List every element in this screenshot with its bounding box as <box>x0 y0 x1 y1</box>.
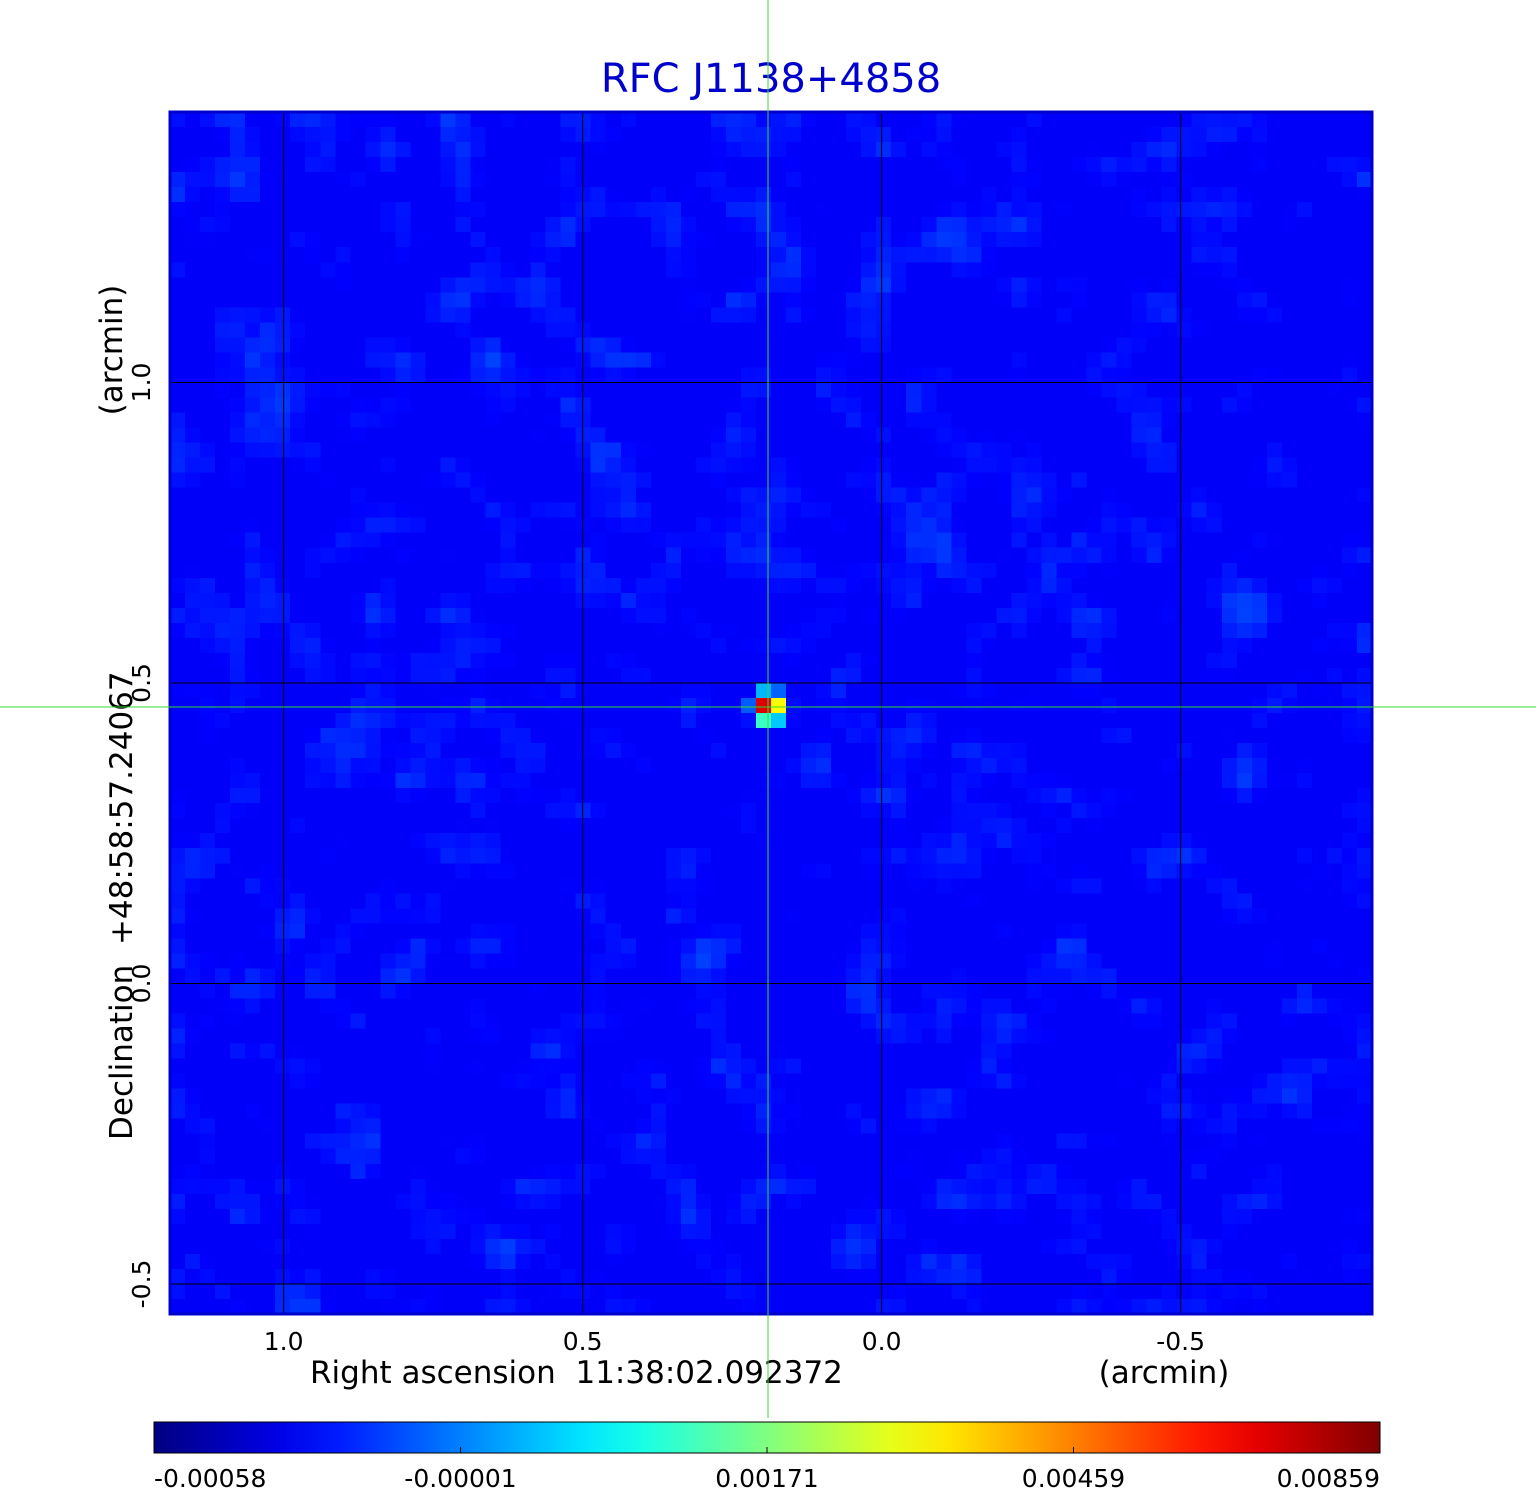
colorbar-tick-label: 0.00859 <box>1277 1464 1380 1493</box>
y-tick-label: 0.0 <box>127 964 156 1004</box>
y-axis-label: Declination +48:58:57.24067 <box>104 671 140 1140</box>
heatmap-image <box>170 112 1372 1314</box>
x-tick-label: 1.0 <box>264 1327 304 1356</box>
x-tick-labels: 1.0 0.5 0.0 -0.5 <box>264 1327 1205 1356</box>
y-tick-labels: 1.0 0.5 0.0 -0.5 <box>127 363 156 1309</box>
y-tick-label: -0.5 <box>127 1260 156 1309</box>
colorbar-tick-labels: -0.00058 -0.00001 0.00171 0.00459 0.00859 <box>153 1447 1381 1493</box>
colorbar-tick-label: 0.00171 <box>715 1464 818 1493</box>
chart-title: RFC J1138+4858 <box>601 56 941 102</box>
x-tick-label: -0.5 <box>1156 1327 1205 1356</box>
y-tick-label: 0.5 <box>127 663 156 703</box>
x-axis-unit: (arcmin) <box>1099 1355 1230 1391</box>
x-axis-label: Right ascension 11:38:02.092372 <box>310 1355 843 1391</box>
colorbar-tick-label: -0.00001 <box>404 1464 516 1493</box>
x-tick-label: 0.0 <box>862 1327 902 1356</box>
y-axis-unit: (arcmin) <box>94 285 130 416</box>
colorbar-tick-label: -0.00058 <box>154 1464 266 1493</box>
plot-area <box>168 110 1374 1316</box>
colorbar-tick-label: 0.00459 <box>1022 1464 1125 1493</box>
x-tick-label: 0.5 <box>563 1327 603 1356</box>
plot-frame <box>168 110 1374 1316</box>
y-tick-label: 1.0 <box>127 363 156 403</box>
